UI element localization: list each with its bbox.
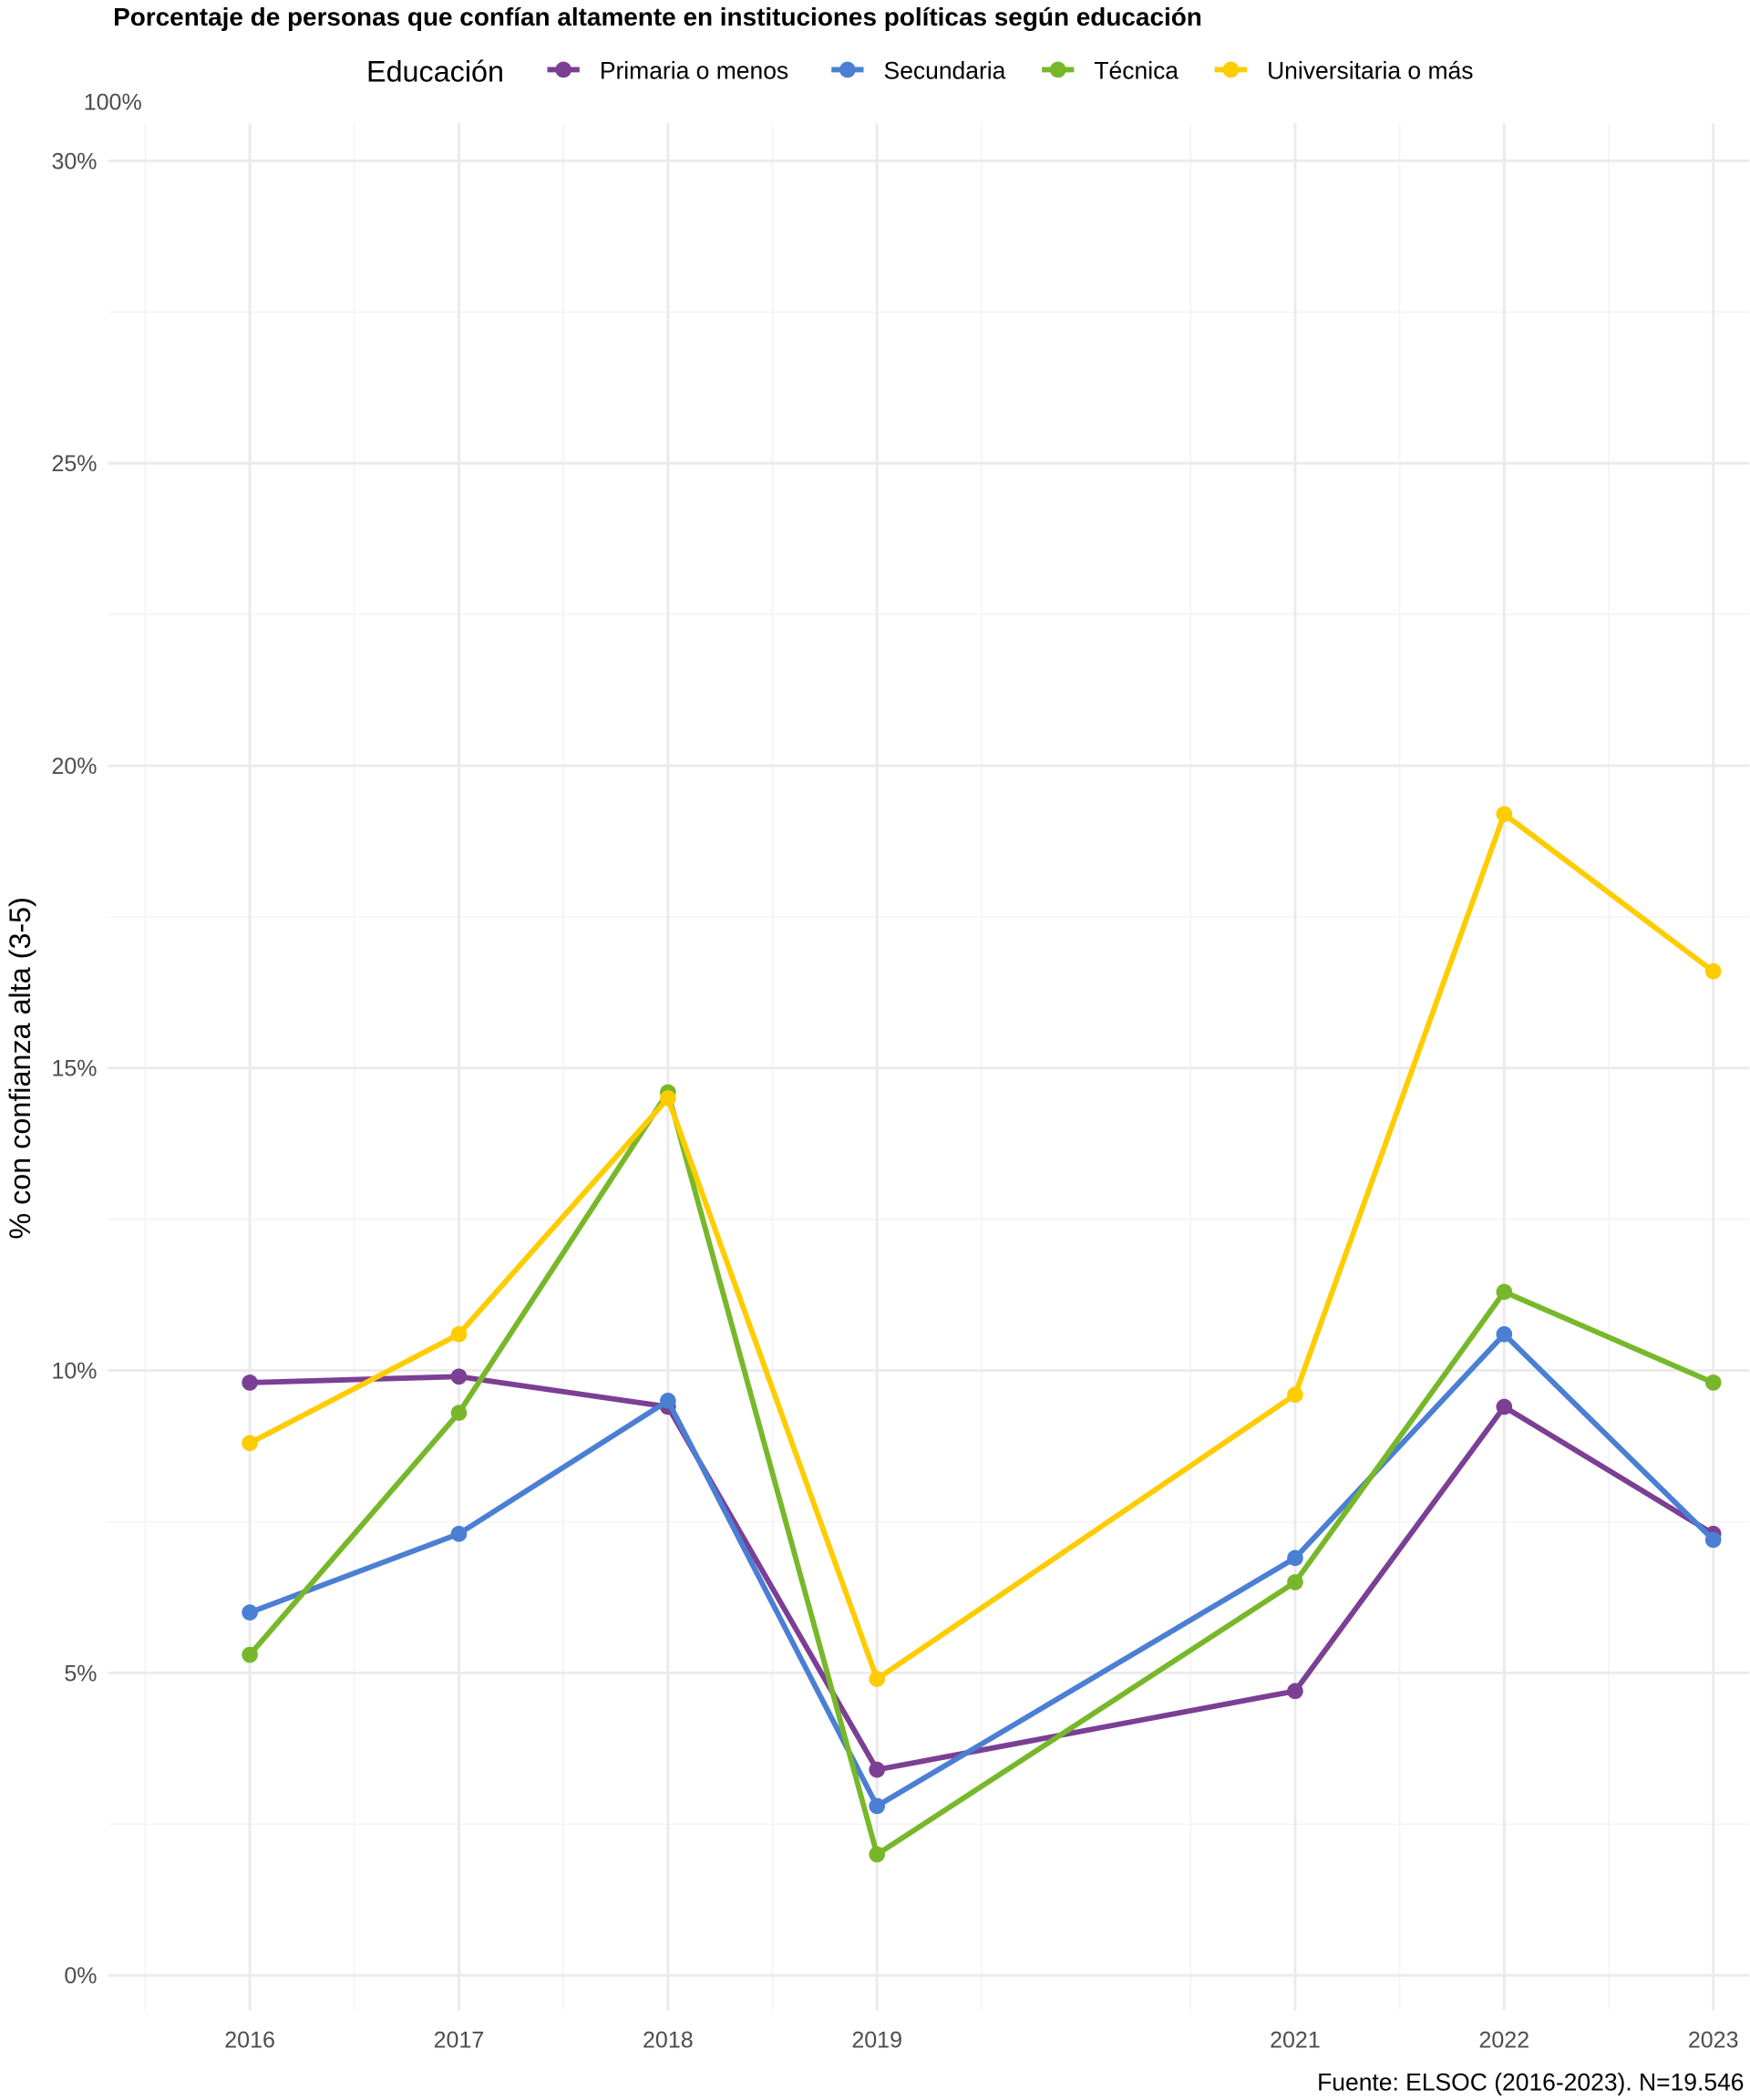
legend-key-point bbox=[1049, 61, 1066, 78]
data-point bbox=[1496, 1398, 1513, 1415]
data-point bbox=[242, 1646, 258, 1663]
y-tick-label: 25% bbox=[51, 451, 97, 477]
series-2 bbox=[242, 1084, 1722, 1863]
y-tick-label: 10% bbox=[51, 1358, 97, 1384]
legend-label: Técnica bbox=[1094, 57, 1179, 85]
series-3 bbox=[242, 806, 1722, 1687]
chart-title: Porcentaje de personas que confían altam… bbox=[113, 3, 1202, 31]
legend-key-point bbox=[1222, 61, 1240, 78]
x-tick-label: 2023 bbox=[1688, 2028, 1739, 2054]
caption: Fuente: ELSOC (2016-2023). N=19.546 bbox=[1317, 2069, 1744, 2096]
legend: Educación Primaria o menos Secundaria Técn… bbox=[366, 56, 1473, 88]
y-tick-label: 0% bbox=[64, 1963, 97, 1989]
data-point bbox=[869, 1671, 886, 1687]
x-axis: 2016 2017 2018 2019 2021 2022 2023 bbox=[224, 2028, 1738, 2054]
data-point bbox=[1496, 1283, 1513, 1301]
data-point bbox=[1496, 1326, 1513, 1343]
legend-title: Educación bbox=[366, 56, 504, 88]
legend-label: Primaria o menos bbox=[600, 57, 788, 85]
data-point bbox=[660, 1393, 676, 1409]
data-point bbox=[450, 1405, 468, 1421]
x-tick-label: 2019 bbox=[851, 2028, 902, 2054]
y-tick-label: 30% bbox=[51, 149, 97, 174]
y-axis-label: % con confianza alta (3-5) bbox=[4, 897, 36, 1240]
data-point bbox=[660, 1090, 676, 1107]
x-tick-label: 2021 bbox=[1270, 2028, 1321, 2054]
grid bbox=[108, 123, 1750, 2011]
data-point bbox=[1287, 1683, 1303, 1700]
data-point bbox=[1496, 806, 1513, 822]
top-label: 100% bbox=[84, 90, 142, 116]
data-point bbox=[869, 1761, 886, 1778]
data-point bbox=[1287, 1386, 1303, 1404]
y-tick-label: 5% bbox=[64, 1661, 97, 1686]
y-tick-label: 20% bbox=[51, 754, 97, 779]
data-point bbox=[450, 1526, 468, 1542]
data-point bbox=[242, 1604, 258, 1621]
data-point bbox=[869, 1846, 886, 1863]
series-group bbox=[242, 806, 1722, 1863]
data-point bbox=[1704, 1531, 1722, 1549]
x-tick-label: 2022 bbox=[1479, 2028, 1530, 2054]
data-point bbox=[1704, 962, 1722, 980]
x-tick-label: 2018 bbox=[643, 2028, 694, 2054]
data-point bbox=[1287, 1549, 1303, 1567]
data-point bbox=[450, 1326, 468, 1343]
x-tick-label: 2017 bbox=[434, 2028, 485, 2054]
x-tick-label: 2016 bbox=[224, 2028, 275, 2054]
y-tick-label: 15% bbox=[51, 1056, 97, 1082]
legend-key-point bbox=[839, 61, 856, 78]
data-point bbox=[242, 1374, 258, 1391]
y-axis: 0% 5% 10% 15% 20% 25% 30% bbox=[51, 149, 97, 1989]
legend-key-point bbox=[555, 61, 571, 78]
data-point bbox=[869, 1797, 886, 1815]
legend-label: Universitaria o más bbox=[1267, 57, 1473, 85]
data-point bbox=[1287, 1574, 1303, 1590]
series-1 bbox=[242, 1326, 1722, 1815]
data-point bbox=[1704, 1374, 1722, 1391]
legend-label: Secundaria bbox=[884, 57, 1006, 85]
data-point bbox=[242, 1435, 258, 1452]
data-point bbox=[450, 1368, 468, 1385]
